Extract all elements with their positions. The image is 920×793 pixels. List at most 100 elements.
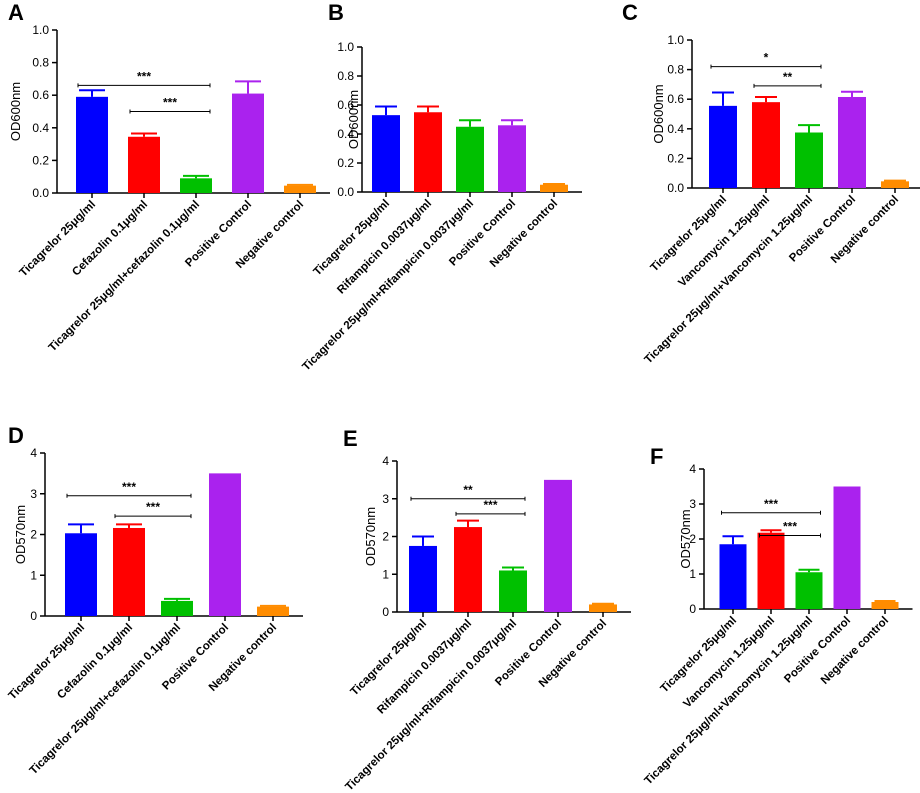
y-tick-label: 0.4 <box>32 121 49 135</box>
y-tick-label: 0.0 <box>667 181 684 195</box>
category-label: Negative control <box>819 615 891 687</box>
y-tick-label: 0.0 <box>337 185 354 199</box>
y-tick-label: 0.4 <box>667 122 684 136</box>
bar <box>795 572 823 609</box>
bar <box>752 102 780 188</box>
category-label: Ticagrelor 25μg/ml <box>311 198 392 279</box>
y-tick-label: 0.6 <box>337 98 354 112</box>
bar <box>871 602 899 609</box>
bar <box>113 527 145 616</box>
panel-letter: D <box>8 423 24 448</box>
category-label: Ticagrelor 25μg/ml+Rifampicin 0.0037μg/m… <box>343 618 519 793</box>
y-tick-label: 0.6 <box>667 92 684 106</box>
y-axis-title: OD570nm <box>678 509 693 568</box>
bar <box>544 479 572 612</box>
significance-label: ** <box>783 70 793 84</box>
category-label: Ticagrelor 25μg/ml+Rifampicin 0.0037μg/m… <box>300 198 476 374</box>
y-tick-label: 2 <box>689 532 696 546</box>
significance-label: *** <box>137 69 151 83</box>
panel-letter: F <box>650 444 663 469</box>
y-tick-label: 2 <box>30 528 37 542</box>
significance-label: *** <box>163 96 177 110</box>
bar <box>414 112 442 192</box>
category-label: Ticagrelor 25μg/ml <box>648 194 729 275</box>
panel-E: E 0 1 2 3 4 OD570nm Ticagrelor 25μg/mlRifampici… <box>343 426 631 793</box>
y-tick-label: 0.8 <box>32 56 49 70</box>
bar <box>209 473 241 616</box>
bar <box>180 178 212 193</box>
significance-label: *** <box>483 498 497 512</box>
significance-label: *** <box>122 480 136 494</box>
significance-label: *** <box>146 500 160 514</box>
y-tick-label: 2 <box>382 530 389 544</box>
y-tick-label: 1.0 <box>337 40 354 54</box>
category-label: Ticagrelor 25μg/ml <box>348 618 429 699</box>
bar <box>409 545 437 612</box>
y-tick-label: 0.8 <box>337 69 354 83</box>
y-axis-title: OD570nm <box>13 505 28 564</box>
panel-letter: A <box>8 0 24 25</box>
bar <box>161 600 193 616</box>
significance-label: ** <box>463 483 473 497</box>
category-label: Rifampicin 0.0037μg/ml <box>375 618 474 717</box>
y-tick-label: 4 <box>382 454 389 468</box>
y-tick-label: 0 <box>382 605 389 619</box>
bar <box>838 96 866 188</box>
y-tick-label: 3 <box>382 492 389 506</box>
y-tick-label: 0.2 <box>667 151 684 165</box>
y-axis-title: OD600nm <box>346 90 361 149</box>
bar <box>372 115 400 192</box>
panel-letter: B <box>328 0 344 25</box>
y-tick-label: 1 <box>689 567 696 581</box>
y-tick-label: 0.6 <box>32 88 49 102</box>
bar <box>498 125 526 192</box>
y-tick-label: 1 <box>30 568 37 582</box>
y-tick-label: 0.0 <box>32 186 49 200</box>
bar <box>257 606 289 616</box>
bar <box>499 570 527 612</box>
y-tick-label: 4 <box>689 462 696 476</box>
y-tick-label: 1.0 <box>667 33 684 47</box>
y-tick-label: 1 <box>382 567 389 581</box>
bar <box>284 185 316 193</box>
y-tick-label: 0 <box>689 602 696 616</box>
category-label: Positive Control <box>782 615 853 686</box>
y-tick-label: 0.8 <box>667 63 684 77</box>
y-tick-label: 3 <box>689 497 696 511</box>
bar <box>757 532 785 609</box>
bar <box>719 544 747 609</box>
y-tick-label: 4 <box>30 446 37 460</box>
y-axis-title: OD600nm <box>651 84 666 143</box>
bar <box>456 126 484 192</box>
bar <box>128 136 160 193</box>
bar <box>65 533 97 616</box>
panel-letter: C <box>622 0 638 25</box>
significance-label: *** <box>764 497 778 511</box>
bar <box>232 93 264 193</box>
y-tick-label: 0.2 <box>337 156 354 170</box>
bar <box>709 105 737 188</box>
significance-label: *** <box>783 520 797 534</box>
panel-C: C 0.0 0.2 0.4 0.6 0.8 1.0 OD600nm Ticagrelor 25μ… <box>622 0 920 366</box>
bar <box>454 527 482 612</box>
y-tick-label: 0 <box>30 609 37 623</box>
significance-label: * <box>764 51 769 65</box>
y-tick-label: 1.0 <box>32 23 49 37</box>
bar <box>795 132 823 188</box>
panel-B: B 0.0 0.2 0.4 0.6 0.8 1.0 OD600nm Ticagrelor 25μ… <box>300 0 582 373</box>
y-tick-label: 0.2 <box>32 153 49 167</box>
bar <box>76 96 108 193</box>
bar <box>589 604 617 612</box>
bar <box>540 184 568 192</box>
panel-letter: E <box>343 426 358 451</box>
category-label: Ticagrelor 25μg/ml+Vancomycin 1.25μg/ml <box>642 194 815 367</box>
y-tick-label: 0.4 <box>337 127 354 141</box>
bar <box>833 486 861 609</box>
y-axis-title: OD600nm <box>8 82 23 141</box>
y-axis-title: OD570nm <box>363 507 378 566</box>
category-label: Ticagrelor 25μg/ml+Vancomycin 1.25μg/ml <box>642 615 815 788</box>
